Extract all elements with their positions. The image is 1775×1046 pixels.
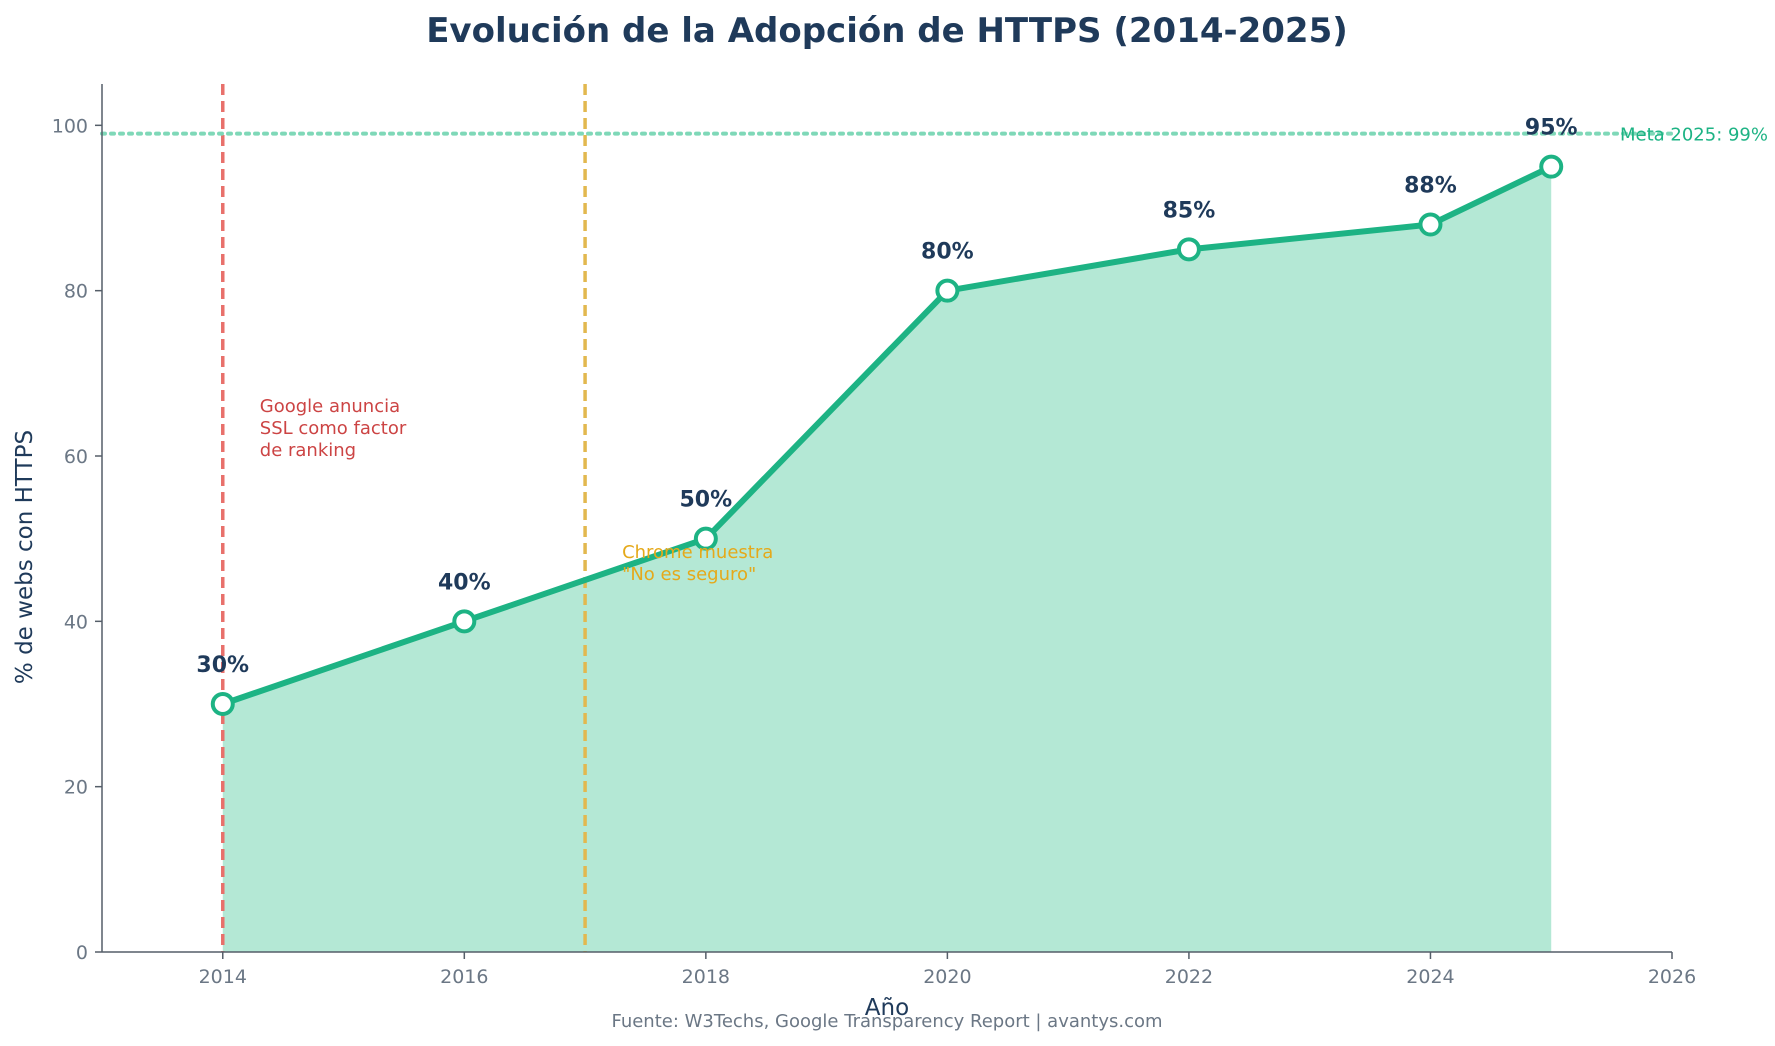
- x-tick-label-2014: 2014: [199, 966, 247, 988]
- data-point-2018: [693, 526, 718, 551]
- annotation-line-0-2: de ranking: [260, 440, 356, 461]
- x-tick-label-2018: 2018: [682, 966, 730, 988]
- annotation-line-0-0: Google anuncia: [260, 396, 400, 417]
- data-labels-layer: 30% 40% 50% 80% 85% 88% 95%: [196, 116, 1577, 678]
- x-tick-label-2020: 2020: [923, 966, 971, 988]
- data-label-2018: 50%: [680, 488, 733, 513]
- data-label-2014: 30%: [196, 653, 249, 678]
- data-point-2024: [1418, 212, 1443, 237]
- area-layer: [222, 166, 1552, 952]
- axes-layer: 0 20 40 60 80 100 2014 2016 2018 2020 2022 2024 2026: [52, 84, 1696, 988]
- annotation-line-1-1: "No es seguro": [622, 564, 756, 585]
- y-axis-title: % de webs con HTTPS: [12, 430, 38, 684]
- x-tick-label-2024: 2024: [1406, 966, 1454, 988]
- y-tick-label-40: 40: [64, 611, 88, 633]
- data-label-2025: 95%: [1525, 116, 1578, 141]
- chart-title: Evolución de la Adopción de HTTPS (2014-…: [426, 11, 1348, 51]
- x-tick-label-2022: 2022: [1165, 966, 1213, 988]
- data-label-2024: 88%: [1404, 174, 1457, 199]
- goal-label: Meta 2025: 99%: [1620, 125, 1768, 146]
- annotation-line-1-0: Chrome muestra: [622, 542, 773, 563]
- points-layer: [210, 154, 1564, 716]
- data-point-2014: [210, 692, 235, 716]
- y-tick-label-80: 80: [64, 281, 88, 303]
- data-label-2016: 40%: [438, 570, 491, 595]
- x-tick-label-2026: 2026: [1648, 966, 1696, 988]
- data-point-2020: [935, 278, 960, 303]
- y-tick-label-60: 60: [64, 446, 88, 468]
- x-axis-title: Año: [865, 995, 909, 1021]
- source-note: Fuente: W3Techs, Google Transparency Rep…: [611, 1011, 1162, 1032]
- area-fill: [222, 166, 1552, 952]
- data-point-2022: [1176, 237, 1201, 262]
- data-point-2025: [1539, 154, 1564, 179]
- data-point-2016: [452, 609, 477, 634]
- reference-lines-layer: [100, 84, 1674, 952]
- data-label-2020: 80%: [921, 240, 974, 265]
- x-tick-label-2016: 2016: [440, 966, 488, 988]
- annotation-line-0-1: SSL como factor: [260, 418, 407, 439]
- y-tick-label-20: 20: [64, 777, 88, 799]
- y-tick-label-0: 0: [76, 942, 88, 964]
- data-label-2022: 85%: [1163, 198, 1216, 223]
- y-tick-label-100: 100: [52, 115, 88, 137]
